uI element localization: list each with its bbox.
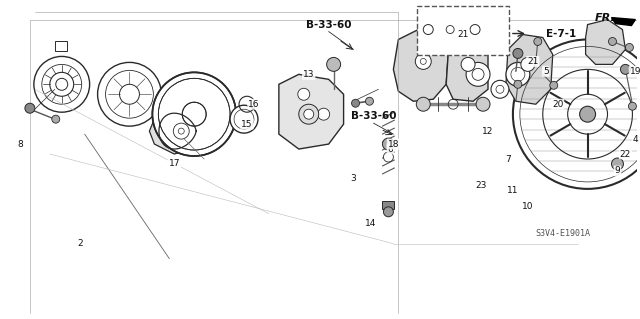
- Text: 14: 14: [365, 219, 376, 228]
- Circle shape: [156, 75, 233, 153]
- Circle shape: [461, 57, 475, 71]
- Circle shape: [514, 80, 522, 88]
- Circle shape: [230, 105, 258, 133]
- Circle shape: [326, 57, 340, 71]
- Circle shape: [580, 106, 596, 122]
- Circle shape: [513, 40, 640, 189]
- Circle shape: [550, 81, 557, 89]
- Text: 23: 23: [476, 182, 486, 190]
- Circle shape: [299, 104, 319, 124]
- Text: 22: 22: [620, 150, 631, 159]
- Text: B-33-60: B-33-60: [351, 111, 396, 121]
- Circle shape: [25, 103, 35, 113]
- Circle shape: [152, 72, 236, 156]
- Text: 19: 19: [630, 67, 640, 76]
- Text: 16: 16: [248, 100, 260, 109]
- Text: 11: 11: [507, 186, 518, 195]
- Circle shape: [628, 102, 636, 110]
- Polygon shape: [279, 74, 344, 149]
- Circle shape: [491, 80, 509, 98]
- Circle shape: [466, 63, 490, 86]
- Text: 20: 20: [552, 100, 563, 109]
- Text: 2: 2: [77, 239, 83, 248]
- Circle shape: [473, 19, 483, 28]
- Text: 13: 13: [303, 70, 314, 79]
- Text: 18: 18: [388, 140, 399, 149]
- Bar: [55, 41, 67, 51]
- Circle shape: [52, 115, 60, 123]
- Circle shape: [513, 48, 523, 58]
- Bar: [383, 201, 394, 209]
- Polygon shape: [586, 19, 625, 64]
- Text: 21: 21: [458, 30, 468, 39]
- Text: 21: 21: [527, 57, 538, 66]
- Circle shape: [365, 97, 374, 105]
- Circle shape: [158, 78, 230, 150]
- Circle shape: [383, 207, 394, 217]
- Text: 6: 6: [388, 145, 393, 153]
- Polygon shape: [611, 18, 636, 26]
- Polygon shape: [446, 34, 488, 101]
- Text: 17: 17: [168, 160, 180, 168]
- Text: 10: 10: [522, 202, 534, 211]
- Text: 3: 3: [351, 174, 356, 183]
- Circle shape: [620, 64, 630, 74]
- Text: 8: 8: [17, 140, 23, 149]
- Polygon shape: [506, 34, 553, 104]
- Circle shape: [415, 54, 431, 69]
- Circle shape: [173, 123, 189, 139]
- Circle shape: [298, 88, 310, 100]
- Text: 9: 9: [614, 167, 620, 175]
- Polygon shape: [149, 109, 214, 154]
- Polygon shape: [394, 30, 448, 101]
- Circle shape: [98, 63, 161, 126]
- Circle shape: [506, 63, 530, 86]
- Text: 5: 5: [543, 67, 548, 76]
- Circle shape: [383, 152, 394, 162]
- Circle shape: [476, 97, 490, 111]
- Circle shape: [521, 57, 535, 71]
- Circle shape: [351, 99, 360, 107]
- Circle shape: [534, 38, 542, 46]
- Circle shape: [34, 56, 90, 112]
- Text: 4: 4: [632, 135, 638, 144]
- FancyBboxPatch shape: [417, 6, 509, 56]
- Circle shape: [611, 158, 623, 170]
- Text: 7: 7: [505, 154, 511, 164]
- Circle shape: [304, 109, 314, 119]
- Circle shape: [317, 108, 330, 120]
- Text: S3V4-E1901A: S3V4-E1901A: [535, 229, 590, 238]
- Text: 12: 12: [483, 127, 493, 136]
- Circle shape: [625, 43, 634, 51]
- Text: FR.: FR.: [595, 12, 615, 23]
- Text: E-7-1: E-7-1: [546, 28, 576, 39]
- Circle shape: [383, 138, 394, 150]
- Text: 15: 15: [241, 120, 253, 129]
- Circle shape: [609, 38, 616, 46]
- Circle shape: [416, 97, 430, 111]
- Text: B-33-60: B-33-60: [306, 19, 351, 30]
